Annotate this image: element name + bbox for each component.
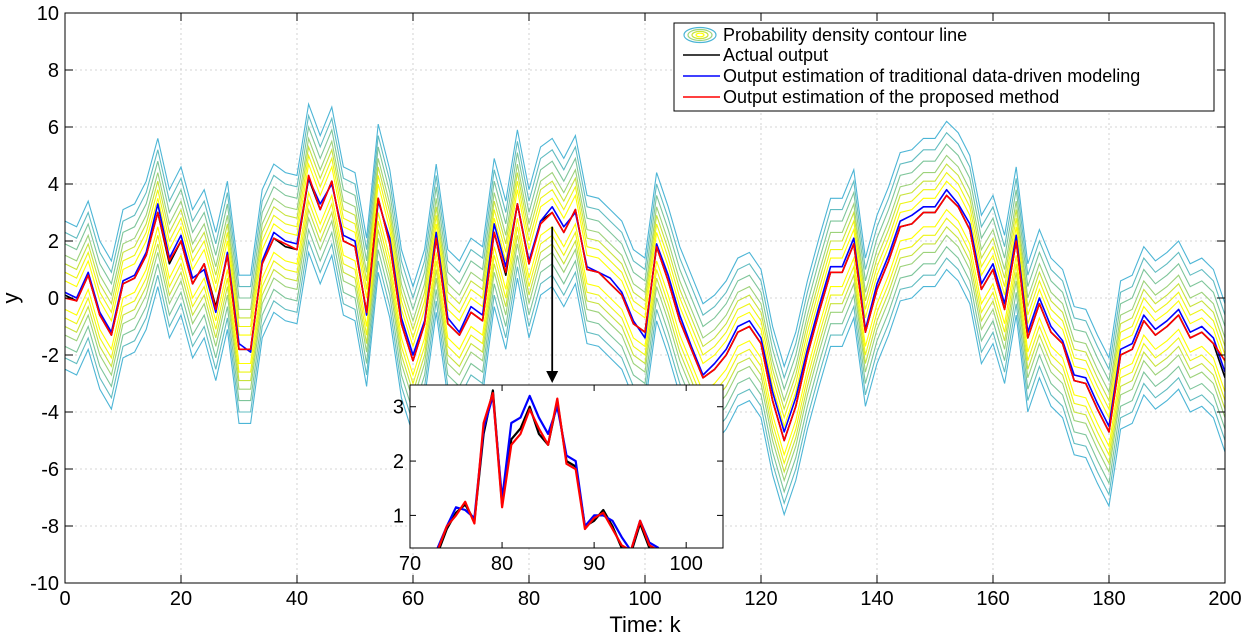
contour-line	[65, 161, 1225, 429]
legend-label-contour: Probability density contour line	[723, 25, 967, 45]
contour-line	[65, 227, 1225, 494]
inset-x-tick-label: 100	[669, 553, 702, 575]
contour-line	[65, 113, 1225, 380]
inset-y-tick-label: 2	[393, 451, 404, 473]
inset-series-lines	[436, 389, 660, 548]
y-tick-label: -6	[41, 459, 59, 481]
contour-line	[65, 190, 1225, 457]
y-tick-label: 6	[48, 117, 59, 139]
contour-line	[65, 207, 1225, 474]
inset-y-tick-label: 1	[393, 505, 404, 527]
y-tick-label: -10	[30, 573, 59, 595]
x-tick-label: 180	[1092, 588, 1125, 610]
series-line-2	[65, 174, 1225, 442]
x-tick-label: 160	[976, 588, 1009, 610]
y-tick-label: -8	[41, 516, 59, 538]
contour-line	[65, 124, 1225, 392]
x-tick-label: 200	[1208, 588, 1241, 610]
main-series-lines	[65, 174, 1225, 442]
x-tick-label: 40	[286, 588, 308, 610]
y-tick-label: -2	[41, 345, 59, 367]
inset-zoom: 70 80 90 100 1 2 3	[393, 384, 724, 575]
contour-line	[65, 216, 1225, 483]
inset-x-tick-label: 70	[399, 553, 421, 575]
inset-frame	[409, 384, 724, 549]
legend-label-proposed: Output estimation of the proposed method	[723, 87, 1059, 107]
inset-background	[410, 385, 723, 548]
x-tick-label: 140	[860, 588, 893, 610]
inset-ticks: 70 80 90 100 1 2 3	[393, 385, 723, 575]
y-tick-label: 0	[48, 288, 59, 310]
legend-contour-icon	[683, 26, 717, 44]
contour-line	[65, 153, 1225, 420]
y-tick-label: 10	[37, 3, 59, 25]
legend-box	[673, 22, 1215, 112]
y-tick-label: 2	[48, 231, 59, 253]
x-tick-label: 120	[744, 588, 777, 610]
y-tick-label: -4	[41, 402, 59, 424]
inset-y-tick-label: 3	[393, 397, 404, 419]
legend: Probability density contour line Actual …	[673, 22, 1215, 112]
contour-line	[65, 198, 1225, 466]
zoom-arrow-head	[546, 371, 559, 383]
x-tick-label: 20	[170, 588, 192, 610]
y-axis-label: y	[0, 293, 23, 304]
contour-line	[65, 102, 1225, 369]
y-tick-label: 4	[48, 174, 59, 196]
x-tick-label: 80	[518, 588, 540, 610]
inset-x-tick-label: 80	[491, 553, 513, 575]
main-ticks: 0 20 40 60 80 100 120 140 160 180 200-10-8-6-4-202…	[30, 3, 1242, 610]
legend-label-actual: Actual output	[723, 45, 828, 65]
contour-line	[65, 144, 1225, 411]
x-tick-label: 0	[59, 588, 70, 610]
y-tick-label: 8	[48, 60, 59, 82]
inset-series-line-2	[437, 392, 657, 548]
inset-x-tick-label: 90	[583, 553, 605, 575]
x-axis-label: Time: k	[609, 612, 681, 636]
contour-line	[65, 136, 1225, 403]
legend-label-traditional: Output estimation of traditional data-dr…	[723, 66, 1140, 86]
x-tick-label: 100	[628, 588, 661, 610]
x-tick-label: 60	[402, 588, 424, 610]
